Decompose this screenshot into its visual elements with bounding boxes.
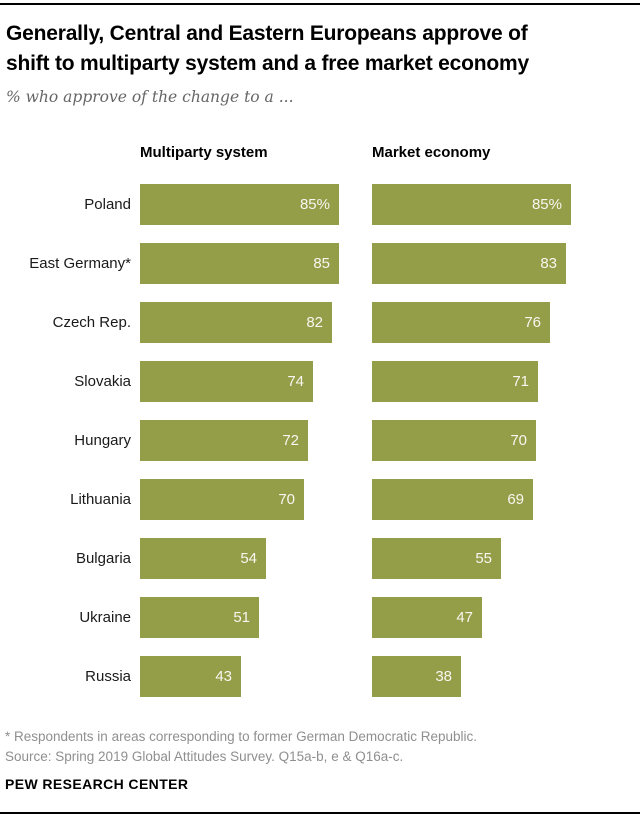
- top-rule: [0, 3, 640, 5]
- market-value-label: 85%: [531, 196, 562, 213]
- column-header-market: Market economy: [372, 144, 491, 161]
- market-value-label: 83: [540, 255, 557, 272]
- chart-row: Bulgaria 54 55: [0, 538, 640, 579]
- market-value-label: 55: [475, 550, 492, 567]
- multiparty-value-label: 85: [313, 255, 330, 272]
- market-value-label: 76: [524, 314, 541, 331]
- multiparty-value-label: 70: [278, 491, 295, 508]
- market-bar: 38: [372, 656, 461, 697]
- market-value-label: 47: [456, 609, 473, 626]
- chart-title-line-1: Generally, Central and Eastern Europeans…: [6, 22, 528, 45]
- chart-row: Russia 43 38: [0, 656, 640, 697]
- bottom-rule: [0, 812, 640, 814]
- multiparty-bar: 74: [140, 361, 313, 402]
- chart-subtitle: % who approve of the change to a ...: [6, 88, 294, 106]
- footnote: * Respondents in areas corresponding to …: [5, 729, 477, 744]
- market-bar: 69: [372, 479, 533, 520]
- chart-title-line-2: shift to multiparty system and a free ma…: [6, 52, 529, 75]
- market-value-label: 71: [512, 373, 529, 390]
- multiparty-bar: 85: [140, 243, 339, 284]
- multiparty-bar: 54: [140, 538, 266, 579]
- chart-row: Lithuania 70 69: [0, 479, 640, 520]
- column-header-multiparty: Multiparty system: [140, 144, 268, 161]
- multiparty-value-label: 51: [233, 609, 250, 626]
- chart-row: Poland 85% 85%: [0, 184, 640, 225]
- pew-research-center-brand: PEW RESEARCH CENTER: [5, 776, 189, 792]
- chart-row: Ukraine 51 47: [0, 597, 640, 638]
- market-value-label: 38: [435, 668, 452, 685]
- country-label: Ukraine: [79, 609, 131, 626]
- bar-chart-rows: Poland 85% 85% East Germany* 85 83 Czech…: [0, 184, 640, 715]
- multiparty-bar: 82: [140, 302, 332, 343]
- market-bar: 83: [372, 243, 566, 284]
- market-bar: 76: [372, 302, 550, 343]
- multiparty-value-label: 82: [306, 314, 323, 331]
- country-label: East Germany*: [29, 255, 131, 272]
- market-bar: 85%: [372, 184, 571, 225]
- market-bar: 70: [372, 420, 536, 461]
- market-bar: 55: [372, 538, 501, 579]
- country-label: Hungary: [74, 432, 131, 449]
- market-value-label: 70: [510, 432, 527, 449]
- market-bar: 71: [372, 361, 538, 402]
- chart-title: Generally, Central and Eastern Europeans…: [6, 19, 638, 79]
- multiparty-bar: 43: [140, 656, 241, 697]
- source-note: Source: Spring 2019 Global Attitudes Sur…: [5, 749, 404, 764]
- multiparty-value-label: 43: [215, 668, 232, 685]
- market-bar: 47: [372, 597, 482, 638]
- multiparty-bar: 85%: [140, 184, 339, 225]
- multiparty-value-label: 54: [240, 550, 257, 567]
- multiparty-value-label: 85%: [299, 196, 330, 213]
- country-label: Bulgaria: [75, 550, 131, 567]
- country-label: Slovakia: [74, 373, 131, 390]
- multiparty-value-label: 72: [282, 432, 299, 449]
- market-value-label: 69: [507, 491, 524, 508]
- chart-row: Hungary 72 70: [0, 420, 640, 461]
- chart-row: Slovakia 74 71: [0, 361, 640, 402]
- multiparty-bar: 72: [140, 420, 308, 461]
- multiparty-value-label: 74: [287, 373, 304, 390]
- multiparty-bar: 51: [140, 597, 259, 638]
- country-label: Lithuania: [70, 491, 131, 508]
- multiparty-bar: 70: [140, 479, 304, 520]
- country-label: Russia: [85, 668, 131, 685]
- chart-row: East Germany* 85 83: [0, 243, 640, 284]
- country-label: Poland: [84, 196, 131, 213]
- chart-row: Czech Rep. 82 76: [0, 302, 640, 343]
- country-label: Czech Rep.: [52, 314, 131, 331]
